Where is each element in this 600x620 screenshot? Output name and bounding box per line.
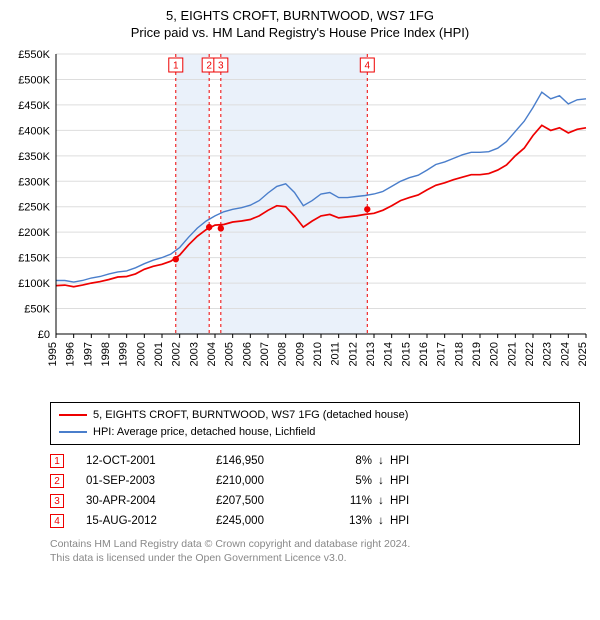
sale-pct: 8% [326,455,372,467]
sale-date: 12-OCT-2001 [86,455,216,467]
svg-text:2016: 2016 [418,342,430,366]
svg-text:1999: 1999 [118,342,130,366]
sale-pct: 11% [326,495,372,507]
svg-text:2019: 2019 [471,342,483,366]
sale-price: £245,000 [216,515,326,527]
legend-label-hpi: HPI: Average price, detached house, Lich… [93,424,315,441]
svg-text:2008: 2008 [277,342,289,366]
svg-text:1998: 1998 [100,342,112,366]
sale-price: £210,000 [216,475,326,487]
sale-arrow-down-icon: ↓ [372,475,390,487]
svg-text:1997: 1997 [82,342,94,366]
sale-marker: 4 [50,514,64,528]
svg-text:£550K: £550K [18,49,50,61]
chart-legend: 5, EIGHTS CROFT, BURNTWOOD, WS7 1FG (det… [50,402,580,445]
svg-text:2014: 2014 [383,342,395,366]
sale-arrow-down-icon: ↓ [372,515,390,527]
svg-text:£200K: £200K [18,227,50,239]
svg-text:£500K: £500K [18,74,50,86]
legend-swatch-hpi [59,431,87,433]
svg-text:1: 1 [173,61,179,72]
sale-pct: 13% [326,515,372,527]
svg-text:4: 4 [365,61,371,72]
svg-text:2001: 2001 [153,342,165,366]
sale-price: £207,500 [216,495,326,507]
legend-entry-property: 5, EIGHTS CROFT, BURNTWOOD, WS7 1FG (det… [59,407,571,424]
svg-text:£450K: £450K [18,100,50,112]
svg-text:2004: 2004 [206,342,218,366]
svg-text:2011: 2011 [330,342,342,366]
svg-text:2018: 2018 [453,342,465,366]
sale-marker: 2 [50,474,64,488]
svg-text:2002: 2002 [171,342,183,366]
sale-date: 01-SEP-2003 [86,475,216,487]
sale-pct: 5% [326,475,372,487]
svg-text:2013: 2013 [365,342,377,366]
svg-text:2006: 2006 [241,342,253,366]
sale-price: £146,950 [216,455,326,467]
svg-text:2007: 2007 [259,342,271,366]
svg-text:2012: 2012 [347,342,359,366]
svg-text:2025: 2025 [577,342,589,366]
legend-entry-hpi: HPI: Average price, detached house, Lich… [59,424,571,441]
sales-table-row: 4 15-AUG-2012£245,00013%↓HPI [50,511,580,531]
svg-text:2017: 2017 [436,342,448,366]
sales-table: 112-OCT-2001£146,9508%↓HPI201-SEP-2003£2… [50,451,580,531]
sale-marker: 1 [50,454,64,468]
sales-table-row: 2 01-SEP-2003£210,0005%↓HPI [50,471,580,491]
sale-hpi-label: HPI [390,455,430,467]
attribution-line1: Contains HM Land Registry data © Crown c… [50,537,580,551]
svg-text:2023: 2023 [542,342,554,366]
svg-text:2015: 2015 [400,342,412,366]
sales-table-row: 3 30-APR-2004£207,50011%↓HPI [50,491,580,511]
svg-text:£250K: £250K [18,202,50,214]
svg-text:2005: 2005 [224,342,236,366]
chart-plot-area: £0 £50K £100K £150K £200K £250K £300K £350K £400… [0,44,600,394]
svg-text:1996: 1996 [65,342,77,366]
chart-title-block: 5, EIGHTS CROFT, BURNTWOOD, WS7 1FG Pric… [0,0,600,44]
sale-marker: 3 [50,494,64,508]
svg-text:£0: £0 [38,329,50,341]
legend-label-property: 5, EIGHTS CROFT, BURNTWOOD, WS7 1FG (det… [93,407,408,424]
svg-text:2009: 2009 [294,342,306,366]
svg-text:2003: 2003 [188,342,200,366]
sale-arrow-down-icon: ↓ [372,495,390,507]
svg-text:3: 3 [218,61,224,72]
chart-title-subtitle: Price paid vs. HM Land Registry's House … [8,25,592,40]
svg-text:£350K: £350K [18,151,50,163]
svg-text:2010: 2010 [312,342,324,366]
chart-container: { "title": { "line1": "5, EIGHTS CROFT, … [0,0,600,565]
svg-text:1995: 1995 [47,342,59,366]
svg-text:£400K: £400K [18,125,50,137]
sale-hpi-label: HPI [390,475,430,487]
svg-text:£100K: £100K [18,278,50,290]
sale-arrow-down-icon: ↓ [372,455,390,467]
svg-text:2024: 2024 [559,342,571,366]
sale-date: 30-APR-2004 [86,495,216,507]
svg-text:2020: 2020 [489,342,501,366]
sale-hpi-label: HPI [390,515,430,527]
svg-text:£300K: £300K [18,176,50,188]
attribution-line2: This data is licensed under the Open Gov… [50,551,580,565]
sale-date: 15-AUG-2012 [86,515,216,527]
svg-text:£50K: £50K [24,304,50,316]
sales-table-row: 1 12-OCT-2001£146,9508%↓HPI [50,451,580,471]
attribution-block: Contains HM Land Registry data © Crown c… [50,537,580,565]
legend-swatch-property [59,414,87,416]
svg-text:2021: 2021 [506,342,518,366]
svg-text:2: 2 [206,61,212,72]
svg-text:2000: 2000 [135,342,147,366]
svg-text:2022: 2022 [524,342,536,366]
chart-title-address: 5, EIGHTS CROFT, BURNTWOOD, WS7 1FG [8,8,592,23]
svg-text:£150K: £150K [18,253,50,265]
line-chart-svg: £0 £50K £100K £150K £200K £250K £300K £350K £400… [0,44,600,394]
sale-hpi-label: HPI [390,495,430,507]
